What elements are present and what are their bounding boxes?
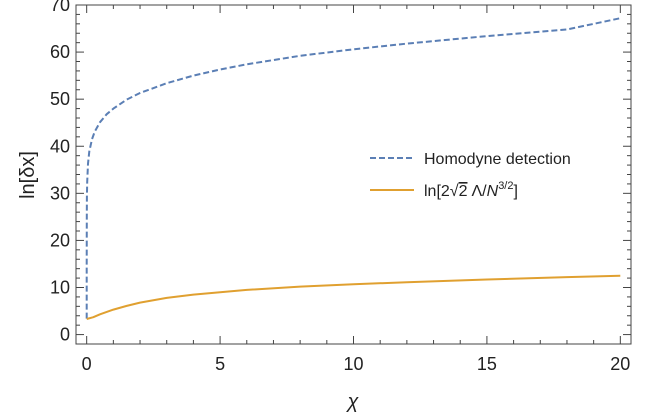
y-tick-label: 40 (50, 136, 70, 156)
legend-ln-exp: 3/2 (498, 180, 513, 192)
legend-ln-lambda: Λ (471, 183, 482, 200)
x-axis-title: χ (346, 391, 360, 413)
tick-labels: 0 5 10 15 20 0 10 20 30 40 50 60 70 (50, 0, 630, 374)
y-tick-label: 20 (50, 230, 70, 250)
legend-ln-radical: √ (450, 183, 459, 200)
legend-ln-n: N (487, 183, 499, 200)
y-tick-label: 50 (50, 89, 70, 109)
x-tick-label: 15 (477, 354, 497, 374)
legend-label-homodyne: Homodyne detection (424, 151, 571, 168)
legend-label-ln: ln[2√2 Λ/N3/2] (424, 180, 518, 200)
legend-ln-prefix: ln[2 (424, 183, 450, 200)
x-tick-label: 5 (215, 354, 225, 374)
y-tick-label: 30 (50, 183, 70, 203)
plot-frame (75, 4, 632, 345)
series-group (85, 17, 621, 320)
legend-ln-radicand: 2 (459, 183, 468, 200)
legend-ln-suffix: ] (513, 183, 517, 200)
x-tick-label: 0 (82, 354, 92, 374)
y-tick-label: 60 (50, 42, 70, 62)
series-line-homodyne (85, 17, 621, 319)
y-tick-label: 70 (50, 0, 70, 15)
tick-marks (76, 4, 631, 344)
x-tick-label: 10 (343, 354, 363, 374)
legend: Homodyne detection ln[2√2 Λ/N3/2] (370, 151, 571, 200)
y-tick-label: 10 (50, 278, 70, 298)
y-axis-title: ln[δx] (17, 151, 39, 199)
series-line-ln (86, 274, 621, 320)
y-tick-label: 0 (60, 325, 70, 345)
legend-ln-slash: / (482, 183, 487, 200)
x-tick-label: 20 (610, 354, 630, 374)
